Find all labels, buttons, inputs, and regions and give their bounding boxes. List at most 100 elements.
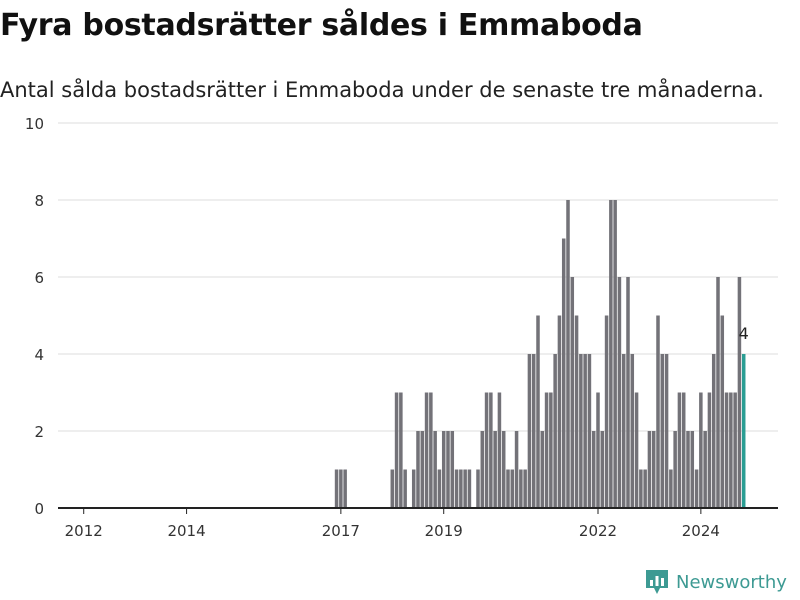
bar (647, 431, 652, 508)
bar (334, 469, 339, 508)
bar (544, 392, 549, 508)
bar (596, 392, 600, 508)
bar (604, 315, 609, 508)
bar (467, 469, 472, 508)
bar (501, 431, 506, 508)
bar (519, 469, 523, 508)
y-tick-label: 6 (34, 269, 44, 287)
bar (506, 469, 510, 508)
bar (634, 392, 639, 508)
bar (621, 354, 626, 508)
bar (703, 431, 707, 508)
bar (484, 392, 489, 508)
bar (459, 469, 463, 508)
y-tick-label: 2 (34, 423, 44, 441)
bar (411, 469, 416, 508)
gridlines (58, 122, 778, 432)
bar (677, 392, 682, 508)
bar (673, 431, 677, 508)
bar (617, 277, 622, 508)
y-tick-label: 10 (25, 115, 44, 133)
x-tick-label: 2022 (579, 522, 617, 540)
brand-name: Newsworthy (676, 571, 787, 593)
data-label: 4 (739, 324, 749, 343)
bar (566, 200, 570, 508)
bar (587, 354, 592, 508)
bar (557, 315, 562, 508)
bar (660, 354, 665, 508)
bar (669, 469, 673, 508)
bar (424, 392, 429, 508)
bar (450, 431, 455, 508)
bar (536, 315, 540, 508)
bar (553, 354, 557, 508)
bar (514, 431, 519, 508)
bar (339, 469, 343, 508)
bar (686, 431, 690, 508)
bar (429, 392, 433, 508)
bar (420, 431, 425, 508)
y-tick-label: 4 (34, 346, 44, 364)
data-labels: 4 (739, 324, 749, 343)
bar (510, 469, 515, 508)
bar (656, 315, 660, 508)
bar (446, 431, 450, 508)
bar (579, 354, 583, 508)
bar (480, 431, 485, 508)
bar (390, 469, 395, 508)
bar (690, 431, 695, 508)
bar (570, 277, 575, 508)
chart-title: Fyra bostadsrätter såldes i Emmaboda (0, 8, 643, 43)
bar-highlight (741, 354, 746, 508)
chart-subtitle: Antal sålda bostadsrätter i Emmaboda und… (0, 78, 764, 102)
bar (497, 392, 502, 508)
bar (724, 392, 729, 508)
bar (583, 354, 587, 508)
bar (639, 469, 643, 508)
bar (609, 200, 613, 508)
bar (716, 277, 720, 508)
newsworthy-logo-icon (646, 570, 668, 594)
x-tick-label: 2012 (65, 522, 103, 540)
bars (334, 200, 746, 508)
bar (720, 315, 725, 508)
bar (489, 392, 493, 508)
x-axis-ticks: 2012 2014 2017 2019 2022 2024 (65, 508, 720, 540)
bar (643, 469, 647, 508)
bar (416, 431, 420, 508)
bar (664, 354, 669, 508)
bar (476, 469, 480, 508)
bar (681, 392, 686, 508)
bar (600, 431, 605, 508)
bar (574, 315, 579, 508)
bar (711, 354, 716, 508)
bar (403, 469, 407, 508)
bar (737, 277, 742, 508)
x-tick-label: 2017 (322, 522, 360, 540)
bar (463, 469, 467, 508)
bar (437, 469, 442, 508)
bar (561, 238, 566, 508)
bar (523, 469, 527, 508)
bar (399, 392, 403, 508)
x-tick-label: 2024 (682, 522, 720, 540)
bar (630, 354, 635, 508)
bar (729, 392, 733, 508)
bar (433, 431, 437, 508)
bar (531, 354, 536, 508)
y-tick-label: 0 (34, 500, 44, 518)
bar (394, 392, 399, 508)
y-axis-ticks: 0 2 4 6 8 10 (25, 115, 44, 518)
bar (343, 469, 347, 508)
bar (441, 431, 446, 508)
bar (699, 392, 703, 508)
bar (707, 392, 712, 508)
bar (626, 277, 630, 508)
bar (493, 431, 497, 508)
y-tick-label: 8 (34, 192, 44, 210)
bar (454, 469, 459, 508)
bar (651, 431, 656, 508)
bar (540, 431, 545, 508)
bar (527, 354, 532, 508)
